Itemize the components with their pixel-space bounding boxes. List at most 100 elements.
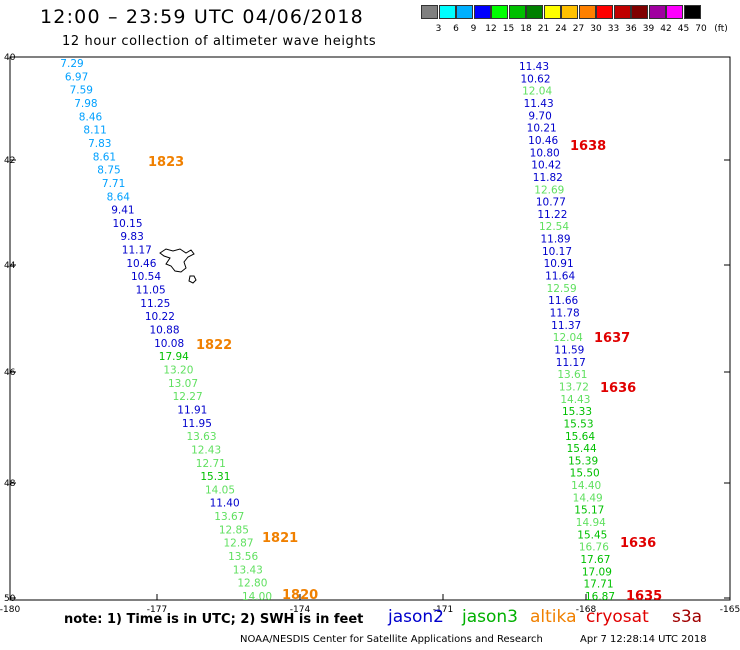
wave-height-label: 8.11 bbox=[83, 125, 106, 137]
color-scale-label: 24 bbox=[555, 24, 567, 34]
color-scale-label: 9 bbox=[470, 24, 477, 34]
color-scale-label: 6 bbox=[453, 24, 459, 34]
color-scale-label: 21 bbox=[537, 24, 550, 34]
color-scale-label: 27 bbox=[572, 24, 585, 34]
wave-height-label: 10.21 bbox=[527, 123, 557, 135]
color-scale-label: 15 bbox=[502, 24, 515, 34]
wave-height-label: 15.17 bbox=[574, 505, 604, 517]
wave-height-label: 17.67 bbox=[580, 554, 610, 566]
pass-time-label: 1822 bbox=[196, 338, 232, 353]
color-swatch bbox=[508, 5, 526, 19]
wave-height-label: 11.64 bbox=[545, 271, 575, 283]
color-swatch bbox=[683, 5, 701, 19]
color-swatch bbox=[526, 5, 543, 19]
wave-height-label: 10.88 bbox=[149, 325, 179, 337]
wave-height-label: 11.78 bbox=[550, 308, 580, 320]
wave-height-label: 14.40 bbox=[571, 480, 601, 492]
wave-height-label: 17.94 bbox=[159, 351, 189, 363]
color-scale-label: 18 bbox=[520, 24, 532, 34]
color-swatch bbox=[666, 5, 683, 19]
wave-height-label: 12.04 bbox=[553, 332, 583, 344]
wave-height-label: 6.97 bbox=[65, 71, 88, 83]
wave-height-label: 13.63 bbox=[186, 431, 216, 443]
wave-height-label: 10.08 bbox=[154, 338, 184, 350]
wave-height-label: 13.67 bbox=[214, 511, 244, 523]
pass-time-labels: 1823 1822 1821 1820 1638 1637 1636 1636 1635 bbox=[148, 139, 662, 604]
wave-height-label: 14.00 bbox=[242, 591, 272, 603]
island-shape bbox=[159, 248, 195, 273]
color-scale-label: 45 bbox=[677, 24, 690, 34]
wave-height-label: 9.41 bbox=[111, 205, 134, 217]
wave-height-label: 11.43 bbox=[524, 98, 554, 110]
wave-height-label: 17.71 bbox=[583, 579, 613, 591]
wave-height-label: 11.95 bbox=[182, 418, 212, 430]
wave-height-label: 11.40 bbox=[210, 498, 240, 510]
color-scale-label: 3 bbox=[435, 24, 442, 34]
color-swatch bbox=[456, 5, 473, 19]
color-swatch bbox=[596, 5, 613, 19]
legend-cryosat: cryosat bbox=[586, 607, 649, 627]
lon-label: -174 bbox=[290, 605, 311, 615]
map-subtitle: 12 hour collection of altimeter wave hei… bbox=[62, 34, 377, 49]
wave-height-label: 11.89 bbox=[540, 234, 570, 246]
color-scale-label: 36 bbox=[625, 24, 637, 34]
wave-height-label: 7.83 bbox=[88, 138, 111, 150]
color-swatch bbox=[421, 5, 438, 19]
wave-height-label: 7.98 bbox=[74, 98, 97, 110]
wave-height-label: 13.61 bbox=[557, 369, 587, 381]
lat-label: 50 bbox=[4, 594, 16, 604]
axis-labels: 40 42 44 46 48 50-180 -177 -174 -171 -168 -165 bbox=[0, 53, 740, 615]
wave-height-label: 9.70 bbox=[528, 110, 551, 122]
west-track: 7.296.97 7.597.988.46 8.117.838.61 8.757.71… bbox=[60, 58, 272, 603]
credit-line: NOAA/NESDIS Center for Satellite Applica… bbox=[240, 634, 543, 645]
pass-time-label: 1823 bbox=[148, 155, 184, 170]
wave-height-label: 7.71 bbox=[102, 178, 125, 190]
wave-height-label: 15.50 bbox=[570, 468, 600, 480]
pass-time-label: 1636 bbox=[600, 381, 636, 396]
wave-height-label: 12.27 bbox=[173, 391, 203, 403]
wave-height-label: 8.46 bbox=[79, 111, 103, 123]
color-scale-units: (ft) bbox=[714, 24, 728, 34]
wave-height-label: 12.71 bbox=[196, 458, 226, 470]
wave-height-label: 8.75 bbox=[97, 165, 120, 177]
wave-height-label: 11.66 bbox=[548, 295, 578, 307]
color-swatch bbox=[438, 5, 456, 19]
legend-altika: altika bbox=[530, 607, 577, 627]
wave-height-label: 10.77 bbox=[536, 197, 566, 209]
color-scale-label: 30 bbox=[590, 24, 602, 34]
wave-height-label: 10.15 bbox=[112, 218, 142, 230]
wave-height-label: 10.17 bbox=[542, 246, 572, 258]
color-scale-label: 70 bbox=[695, 24, 707, 34]
map-frame bbox=[9, 56, 731, 601]
wave-height-label: 9.83 bbox=[120, 231, 143, 243]
wave-height-label: 12.59 bbox=[547, 283, 577, 295]
wave-height-label: 10.91 bbox=[544, 258, 574, 270]
wave-height-label: 10.22 bbox=[145, 311, 175, 323]
color-swatch bbox=[473, 5, 491, 19]
color-scale-label: 12 bbox=[485, 24, 497, 34]
wave-height-label: 15.53 bbox=[563, 418, 593, 430]
wave-height-label: 7.29 bbox=[60, 58, 83, 70]
lat-label: 48 bbox=[4, 479, 16, 489]
wave-height-label: 12.43 bbox=[191, 444, 221, 456]
wave-height-label: 14.05 bbox=[205, 484, 235, 496]
island-shape bbox=[188, 275, 197, 284]
generation-timestamp: Apr 7 12:28:14 UTC 2018 bbox=[580, 634, 707, 645]
grid-ticks bbox=[9, 56, 731, 600]
wave-height-label: 12.54 bbox=[539, 221, 569, 233]
wave-height-label: 10.62 bbox=[520, 73, 550, 85]
lat-label: 40 bbox=[4, 53, 16, 63]
wave-height-label: 13.07 bbox=[168, 378, 198, 390]
color-swatch bbox=[543, 5, 561, 19]
wave-height-label: 8.64 bbox=[107, 191, 131, 203]
wave-height-label: 11.22 bbox=[537, 209, 567, 221]
color-swatch bbox=[613, 5, 631, 19]
wave-height-label: 11.25 bbox=[140, 298, 170, 310]
wave-height-label: 11.17 bbox=[122, 245, 152, 257]
wave-height-label: 15.33 bbox=[562, 406, 592, 418]
wave-height-label: 11.59 bbox=[554, 345, 584, 357]
legend-s3a: s3a bbox=[672, 607, 703, 627]
wave-height-label: 15.39 bbox=[568, 455, 598, 467]
color-scale-label: 33 bbox=[607, 24, 620, 34]
